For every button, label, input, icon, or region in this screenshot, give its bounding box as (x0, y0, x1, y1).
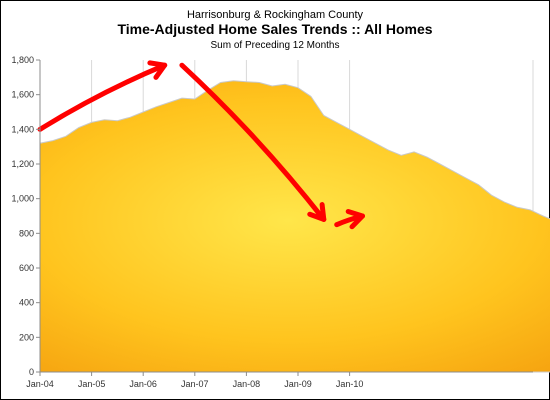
y-tick-label: 400 (19, 298, 34, 308)
x-tick-label: Jan-09 (284, 379, 312, 389)
chart-subtitle: Sum of Preceding 12 Months (210, 40, 340, 51)
trend-arrow (334, 208, 365, 230)
y-tick-label: 200 (19, 332, 34, 342)
chart-title: Time-Adjusted Home Sales Trends :: All H… (117, 21, 433, 37)
y-tick-label: 1,600 (11, 90, 34, 100)
x-tick-label: Jan-08 (233, 379, 261, 389)
trend-arrow (37, 60, 168, 132)
trend-arrows (37, 60, 365, 230)
y-tick-label: 0 (29, 367, 34, 377)
chart-supertitle: Harrisonburg & Rockingham County (186, 9, 364, 21)
x-tick-label: Jan-05 (78, 379, 106, 389)
y-tick-label: 1,200 (11, 159, 34, 169)
x-tick-label: Jan-06 (129, 379, 157, 389)
y-tick-label: 600 (19, 263, 34, 273)
x-tick-label: Jan-04 (26, 379, 54, 389)
y-tick-label: 1,400 (11, 124, 34, 134)
y-tick-label: 800 (19, 228, 34, 238)
sales-area (39, 80, 550, 373)
y-tick-label: 1,800 (11, 55, 34, 65)
x-axis: Jan-04 Jan-05 Jan-06 Jan-07 Jan-08 Jan-09 Jan-… (26, 372, 363, 389)
y-tick-label: 1,000 (11, 194, 34, 204)
trend-arrow (179, 62, 327, 222)
y-axis: 0 200 400 600 800 1,000 1,200 1,400 1,600 1,800 (11, 55, 40, 377)
x-tick-label: Jan-10 (336, 379, 364, 389)
x-tick-label: Jan-07 (181, 379, 209, 389)
